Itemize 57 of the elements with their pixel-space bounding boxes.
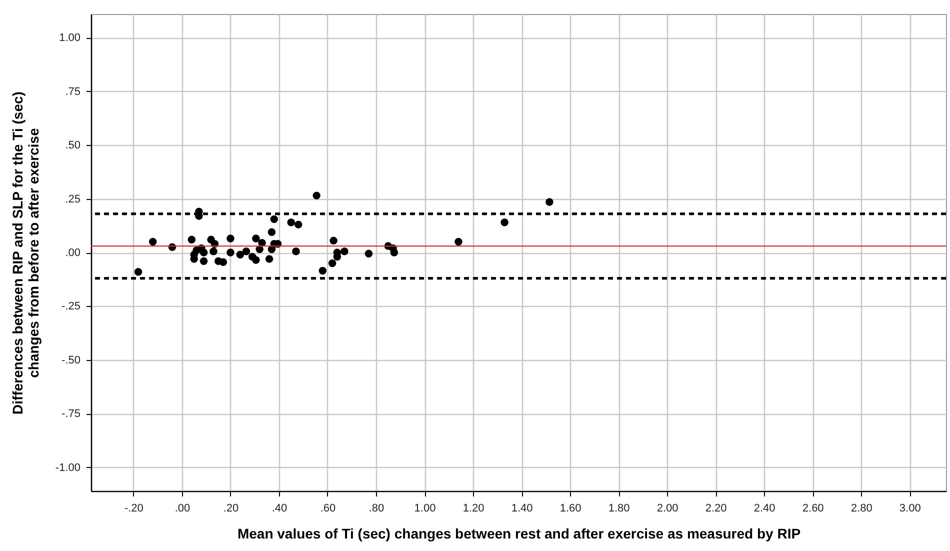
point <box>500 218 508 226</box>
y-tick-label: .75 <box>65 86 80 98</box>
point <box>134 268 142 276</box>
x-tick-label: .40 <box>272 502 288 514</box>
point <box>270 215 278 224</box>
point <box>252 256 260 264</box>
x-tick-label: .00 <box>174 502 190 514</box>
point <box>200 257 208 265</box>
point <box>200 248 208 256</box>
x-tick-label: 3.00 <box>899 502 921 514</box>
x-tick-label: 1.00 <box>414 502 436 514</box>
point <box>340 248 348 256</box>
point <box>287 218 295 226</box>
x-tick-label: -.20 <box>124 502 144 514</box>
point <box>252 234 260 242</box>
point <box>242 248 250 256</box>
x-tick-label: .80 <box>368 502 384 514</box>
point <box>294 220 302 228</box>
y-tick-label: .50 <box>65 140 80 152</box>
point <box>219 258 228 266</box>
y-tick-label: -.75 <box>62 408 80 420</box>
x-tick-label: 1.60 <box>560 502 582 514</box>
x-tick-label: 2.80 <box>850 502 872 514</box>
point <box>226 234 234 242</box>
point <box>292 248 300 256</box>
y-axis-title: Differences between RIP and SLP for the Ti (sec) changes from before to after exercise <box>9 92 42 414</box>
point <box>236 250 244 259</box>
y-tick-label: -1.00 <box>55 462 80 474</box>
point <box>148 238 157 246</box>
point <box>330 236 338 245</box>
point <box>328 259 336 268</box>
x-tick-label: 1.80 <box>608 502 630 514</box>
point <box>318 266 327 275</box>
point <box>546 198 554 206</box>
point <box>454 238 462 246</box>
y-tick-label: .00 <box>65 247 80 259</box>
point <box>268 228 276 236</box>
y-tick-label: 1.00 <box>59 32 80 44</box>
point <box>210 248 218 256</box>
x-tick-label: 1.20 <box>462 502 484 514</box>
y-tick-label: -.25 <box>62 300 80 313</box>
x-tick-label: 2.60 <box>802 502 824 514</box>
x-tick-label: 2.20 <box>705 502 727 514</box>
y-tick-label: .25 <box>65 193 80 206</box>
point <box>226 248 234 256</box>
x-tick-label: 1.40 <box>511 502 533 514</box>
x-tick-label: .60 <box>320 502 336 514</box>
y-tick-label: -.50 <box>62 354 80 366</box>
point <box>390 248 398 256</box>
point <box>188 236 196 244</box>
x-axis-title: Mean values of Ti (sec) changes between rest and after exercise as measured by RIP <box>237 526 801 542</box>
x-tick-label: 2.00 <box>656 502 678 514</box>
x-tick-label: .20 <box>223 502 239 514</box>
x-tick-label: 2.40 <box>754 502 776 514</box>
point <box>265 255 274 263</box>
point <box>312 192 320 200</box>
point <box>364 250 373 258</box>
